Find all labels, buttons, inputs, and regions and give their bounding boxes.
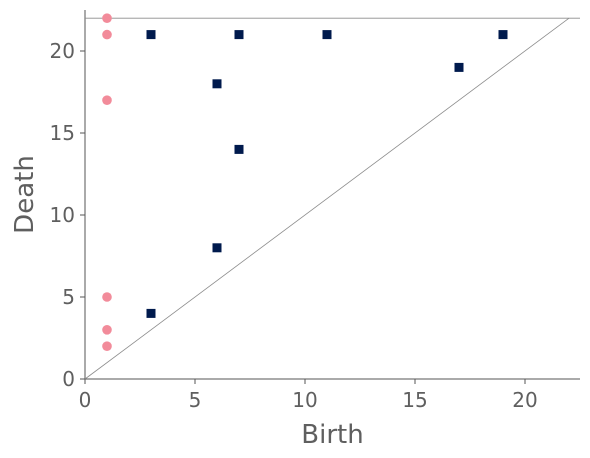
circle-point: [102, 325, 112, 335]
square-point: [212, 243, 222, 253]
x-tick-label: 10: [292, 388, 317, 412]
y-axis-title: Death: [10, 155, 40, 234]
x-ticks: 0 5 10 15 20: [79, 379, 538, 412]
square-point: [322, 30, 332, 40]
y-ticks: 0 5 10 15 20: [50, 39, 85, 391]
axes: [84, 10, 580, 380]
y-tick-label: 0: [62, 367, 75, 391]
circle-point: [102, 13, 112, 23]
x-tick-label: 20: [512, 388, 537, 412]
square-point: [454, 62, 464, 72]
circle-point: [102, 292, 112, 302]
square-point: [146, 30, 156, 40]
y-tick-label: 5: [62, 285, 75, 309]
square-point: [234, 30, 244, 40]
square-point: [234, 144, 244, 154]
x-axis-title: Birth: [301, 420, 363, 450]
x-tick-label: 5: [189, 388, 202, 412]
data-points: [102, 13, 508, 352]
x-tick-label: 15: [402, 388, 427, 412]
circle-point: [102, 341, 112, 352]
square-point: [146, 308, 156, 318]
diagonal-line: [84, 17, 570, 380]
square-point: [212, 79, 222, 89]
circle-point: [102, 95, 112, 105]
y-tick-label: 10: [50, 203, 75, 227]
square-point: [498, 30, 508, 40]
y-tick-label: 15: [50, 121, 75, 145]
y-tick-label: 20: [50, 39, 75, 63]
x-tick-label: 0: [79, 388, 92, 412]
circle-point: [102, 29, 112, 40]
